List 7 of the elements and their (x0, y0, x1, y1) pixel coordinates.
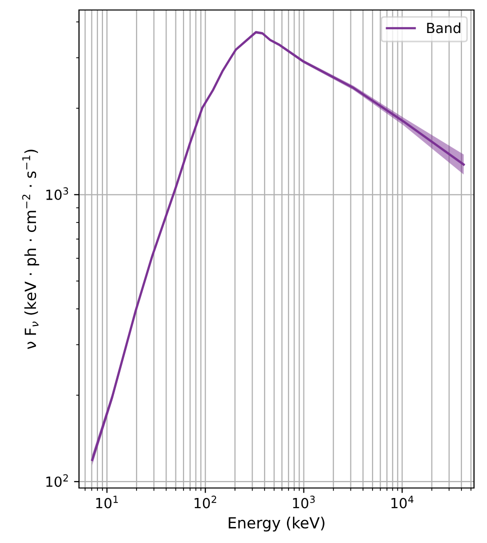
x-axis-title: Energy (keV) (228, 516, 324, 532)
x-tick-label: 10$^{1}$ (96, 496, 118, 508)
legend-label: Band (427, 22, 460, 34)
x-tick-label: 10$^{2}$ (194, 496, 216, 508)
x-tick-label: 10$^{3}$ (293, 496, 315, 508)
x-tick-label: 10$^{4}$ (391, 496, 414, 508)
y-axis-title: ν F$_{ν}$ (keV · ph · cm$^{−2}$ · s$^{−1}$) (22, 150, 40, 350)
